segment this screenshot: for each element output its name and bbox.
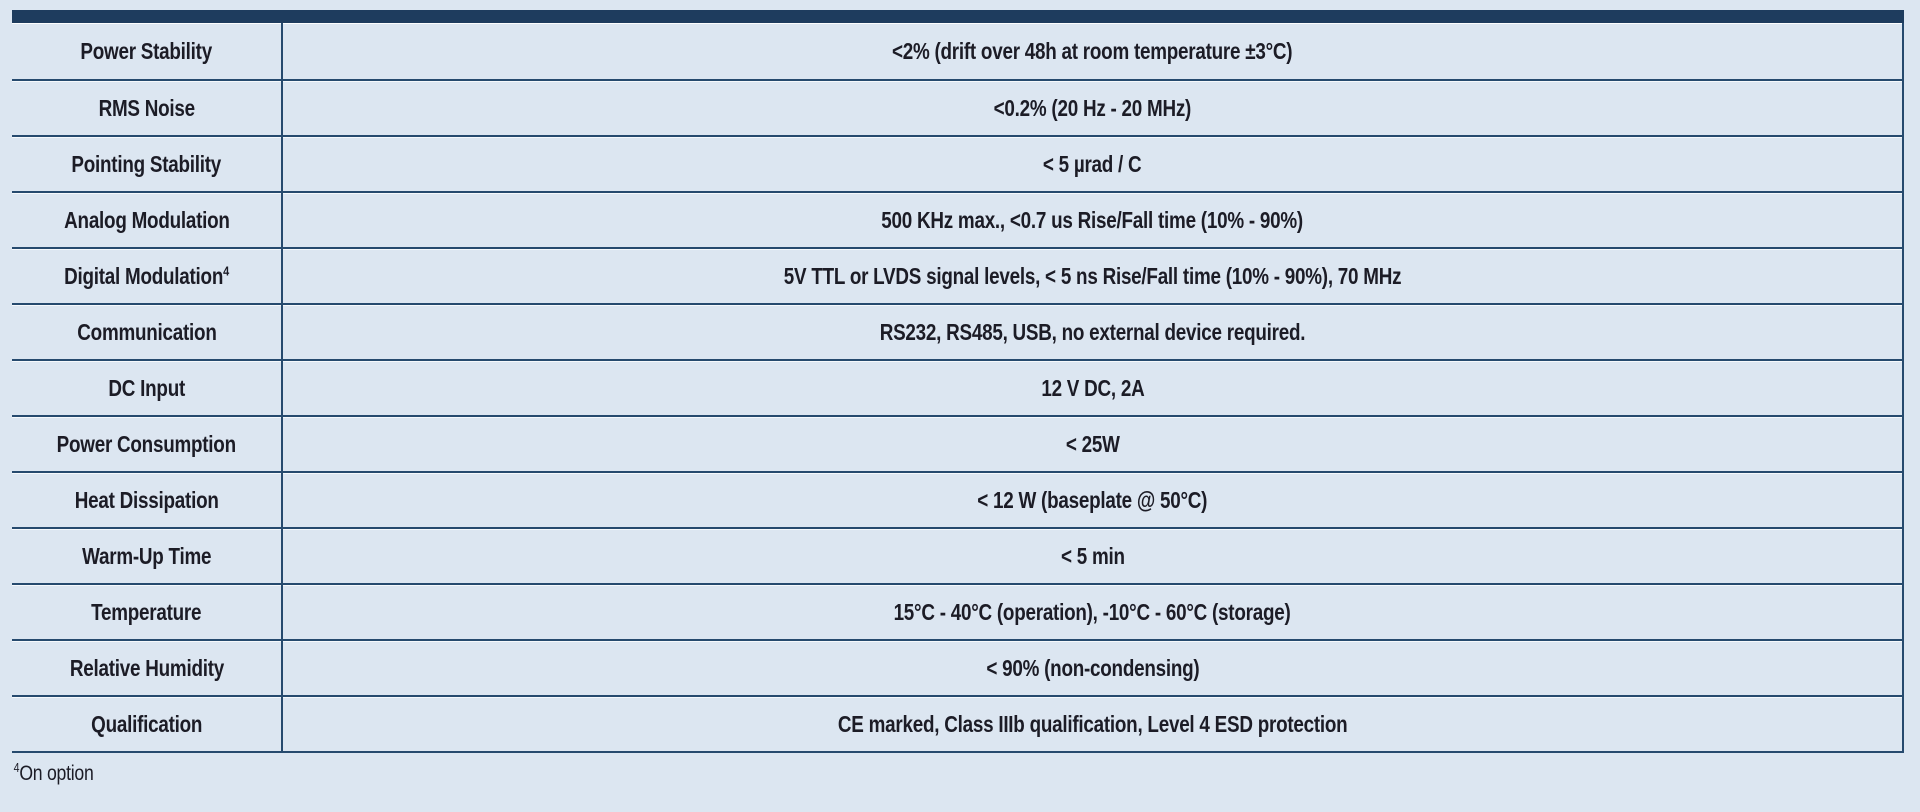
spec-value-cell: < 25W bbox=[283, 417, 1902, 471]
table-row: Warm-Up Time < 5 min bbox=[12, 527, 1902, 583]
footnote: 4On option bbox=[12, 762, 94, 786]
spec-label-cell: RMS Noise bbox=[12, 81, 283, 135]
spec-value-cell: <0.2% (20 Hz - 20 MHz) bbox=[283, 81, 1902, 135]
spec-value: <2% (drift over 48h at room temperature … bbox=[892, 37, 1293, 64]
spec-label-superscript: 4 bbox=[223, 262, 229, 278]
spec-label: Power Consumption bbox=[56, 430, 237, 457]
spec-value: < 5 µrad / C bbox=[1043, 150, 1142, 177]
spec-value-cell: < 12 W (baseplate @ 50°C) bbox=[283, 473, 1902, 527]
spec-value-cell: < 5 µrad / C bbox=[283, 137, 1902, 191]
spec-label-cell: Communication bbox=[12, 305, 283, 359]
spec-value: 12 V DC, 2A bbox=[1040, 374, 1145, 401]
spec-label: Qualification bbox=[90, 710, 203, 737]
spec-value-cell: 5V TTL or LVDS signal levels, < 5 ns Ris… bbox=[283, 249, 1902, 303]
spec-value-cell: CE marked, Class IIIb qualification, Lev… bbox=[283, 697, 1902, 751]
spec-label: Relative Humidity bbox=[69, 654, 224, 681]
spec-value-cell: 15°C - 40°C (operation), -10°C - 60°C (s… bbox=[283, 585, 1902, 639]
spec-label-cell: Power Consumption bbox=[12, 417, 283, 471]
spec-label: Digital Modulation bbox=[64, 262, 224, 289]
spec-value-cell: 500 KHz max., <0.7 us Rise/Fall time (10… bbox=[283, 193, 1902, 247]
spec-label-cell: Pointing Stability bbox=[12, 137, 283, 191]
spec-label-cell: Digital Modulation4 bbox=[12, 249, 283, 303]
spec-label: Heat Dissipation bbox=[74, 486, 219, 513]
footnote-text: On option bbox=[19, 762, 94, 785]
spec-value: <0.2% (20 Hz - 20 MHz) bbox=[993, 94, 1192, 121]
spec-label: Pointing Stability bbox=[71, 150, 222, 177]
spec-label-cell: Analog Modulation bbox=[12, 193, 283, 247]
table-row: Relative Humidity < 90% (non-condensing) bbox=[12, 639, 1902, 695]
spec-value: < 12 W (baseplate @ 50°C) bbox=[977, 486, 1208, 513]
spec-value: RS232, RS485, USB, no external device re… bbox=[879, 318, 1306, 345]
table-row: Power Stability <2% (drift over 48h at r… bbox=[12, 23, 1902, 79]
spec-label: Power Stability bbox=[80, 37, 213, 64]
spec-value: < 90% (non-condensing) bbox=[985, 654, 1200, 681]
spec-value-cell: RS232, RS485, USB, no external device re… bbox=[283, 305, 1902, 359]
spec-label-cell: DC Input bbox=[12, 361, 283, 415]
table-row: Power Consumption < 25W bbox=[12, 415, 1902, 471]
spec-value-cell: < 5 min bbox=[283, 529, 1902, 583]
table-row: Temperature 15°C - 40°C (operation), -10… bbox=[12, 583, 1902, 639]
spec-value: CE marked, Class IIIb qualification, Lev… bbox=[837, 710, 1348, 737]
spec-label: DC Input bbox=[108, 374, 185, 401]
spec-label: Temperature bbox=[91, 598, 202, 625]
spec-value: 5V TTL or LVDS signal levels, < 5 ns Ris… bbox=[783, 262, 1402, 289]
spec-value-cell: <2% (drift over 48h at room temperature … bbox=[283, 23, 1902, 79]
table-row: Qualification CE marked, Class IIIb qual… bbox=[12, 695, 1902, 751]
table-row: Pointing Stability < 5 µrad / C bbox=[12, 135, 1902, 191]
spec-label: RMS Noise bbox=[98, 94, 195, 121]
table-body: Power Stability <2% (drift over 48h at r… bbox=[12, 23, 1904, 753]
spec-label-cell: Heat Dissipation bbox=[12, 473, 283, 527]
spec-label-cell: Relative Humidity bbox=[12, 641, 283, 695]
spec-label-cell: Warm-Up Time bbox=[12, 529, 283, 583]
spec-label-cell: Power Stability bbox=[12, 23, 283, 79]
table-row: Communication RS232, RS485, USB, no exte… bbox=[12, 303, 1902, 359]
spec-label: Warm-Up Time bbox=[81, 542, 212, 569]
spec-label-cell: Temperature bbox=[12, 585, 283, 639]
table-row: Heat Dissipation < 12 W (baseplate @ 50°… bbox=[12, 471, 1902, 527]
table-row: Analog Modulation 500 KHz max., <0.7 us … bbox=[12, 191, 1902, 247]
spec-value: 500 KHz max., <0.7 us Rise/Fall time (10… bbox=[881, 206, 1304, 233]
spec-value-cell: < 90% (non-condensing) bbox=[283, 641, 1902, 695]
spec-value-cell: 12 V DC, 2A bbox=[283, 361, 1902, 415]
table-top-border bbox=[12, 10, 1904, 23]
spec-value: < 25W bbox=[1065, 430, 1120, 457]
spec-label-cell: Qualification bbox=[12, 697, 283, 751]
spec-label: Analog Modulation bbox=[63, 206, 230, 233]
table-row: RMS Noise <0.2% (20 Hz - 20 MHz) bbox=[12, 79, 1902, 135]
spec-value: < 5 min bbox=[1060, 542, 1125, 569]
spec-label: Communication bbox=[76, 318, 217, 345]
table-row: DC Input 12 V DC, 2A bbox=[12, 359, 1902, 415]
table-row: Digital Modulation4 5V TTL or LVDS signa… bbox=[12, 247, 1902, 303]
spec-table: Power Stability <2% (drift over 48h at r… bbox=[12, 10, 1904, 786]
footnote-superscript: 4 bbox=[13, 761, 20, 775]
spec-value: 15°C - 40°C (operation), -10°C - 60°C (s… bbox=[894, 598, 1291, 625]
